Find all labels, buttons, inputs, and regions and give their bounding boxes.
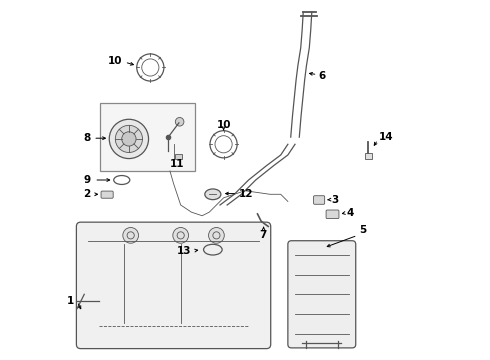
FancyBboxPatch shape	[314, 196, 325, 204]
Text: 1: 1	[66, 296, 74, 306]
Text: 3: 3	[331, 195, 339, 204]
Circle shape	[122, 132, 136, 146]
Text: 10: 10	[107, 56, 122, 66]
FancyBboxPatch shape	[76, 222, 270, 348]
Text: 5: 5	[359, 225, 367, 235]
Circle shape	[173, 228, 189, 243]
FancyBboxPatch shape	[326, 210, 339, 219]
Bar	[174, 154, 182, 158]
Text: 6: 6	[318, 71, 325, 81]
Text: 9: 9	[83, 175, 90, 185]
Text: 4: 4	[347, 208, 354, 218]
Text: 11: 11	[170, 159, 184, 169]
Text: 8: 8	[83, 133, 90, 143]
FancyBboxPatch shape	[101, 191, 113, 198]
Text: 10: 10	[216, 120, 231, 130]
Bar	[365, 153, 372, 158]
Bar	[100, 103, 195, 171]
Ellipse shape	[205, 189, 221, 200]
Text: 13: 13	[177, 247, 192, 256]
Text: 14: 14	[379, 132, 393, 142]
Text: 12: 12	[239, 189, 253, 199]
Text: 7: 7	[259, 230, 267, 240]
Circle shape	[109, 119, 148, 158]
Circle shape	[115, 125, 143, 153]
FancyBboxPatch shape	[288, 241, 356, 348]
Circle shape	[175, 117, 184, 126]
Text: 2: 2	[83, 189, 90, 199]
Circle shape	[123, 228, 139, 243]
Circle shape	[209, 228, 224, 243]
